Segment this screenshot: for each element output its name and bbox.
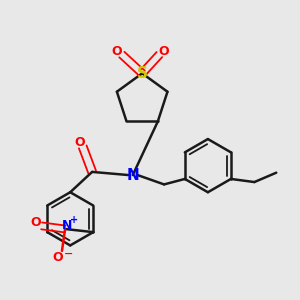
Text: N: N [126, 167, 139, 182]
Text: O: O [52, 251, 63, 264]
Text: +: + [70, 214, 79, 225]
Text: O: O [74, 136, 85, 149]
Text: O: O [30, 216, 41, 229]
Text: S: S [137, 66, 148, 81]
Text: −: − [64, 249, 73, 259]
Text: O: O [112, 45, 122, 58]
Text: O: O [159, 45, 170, 58]
Text: N: N [61, 219, 72, 232]
